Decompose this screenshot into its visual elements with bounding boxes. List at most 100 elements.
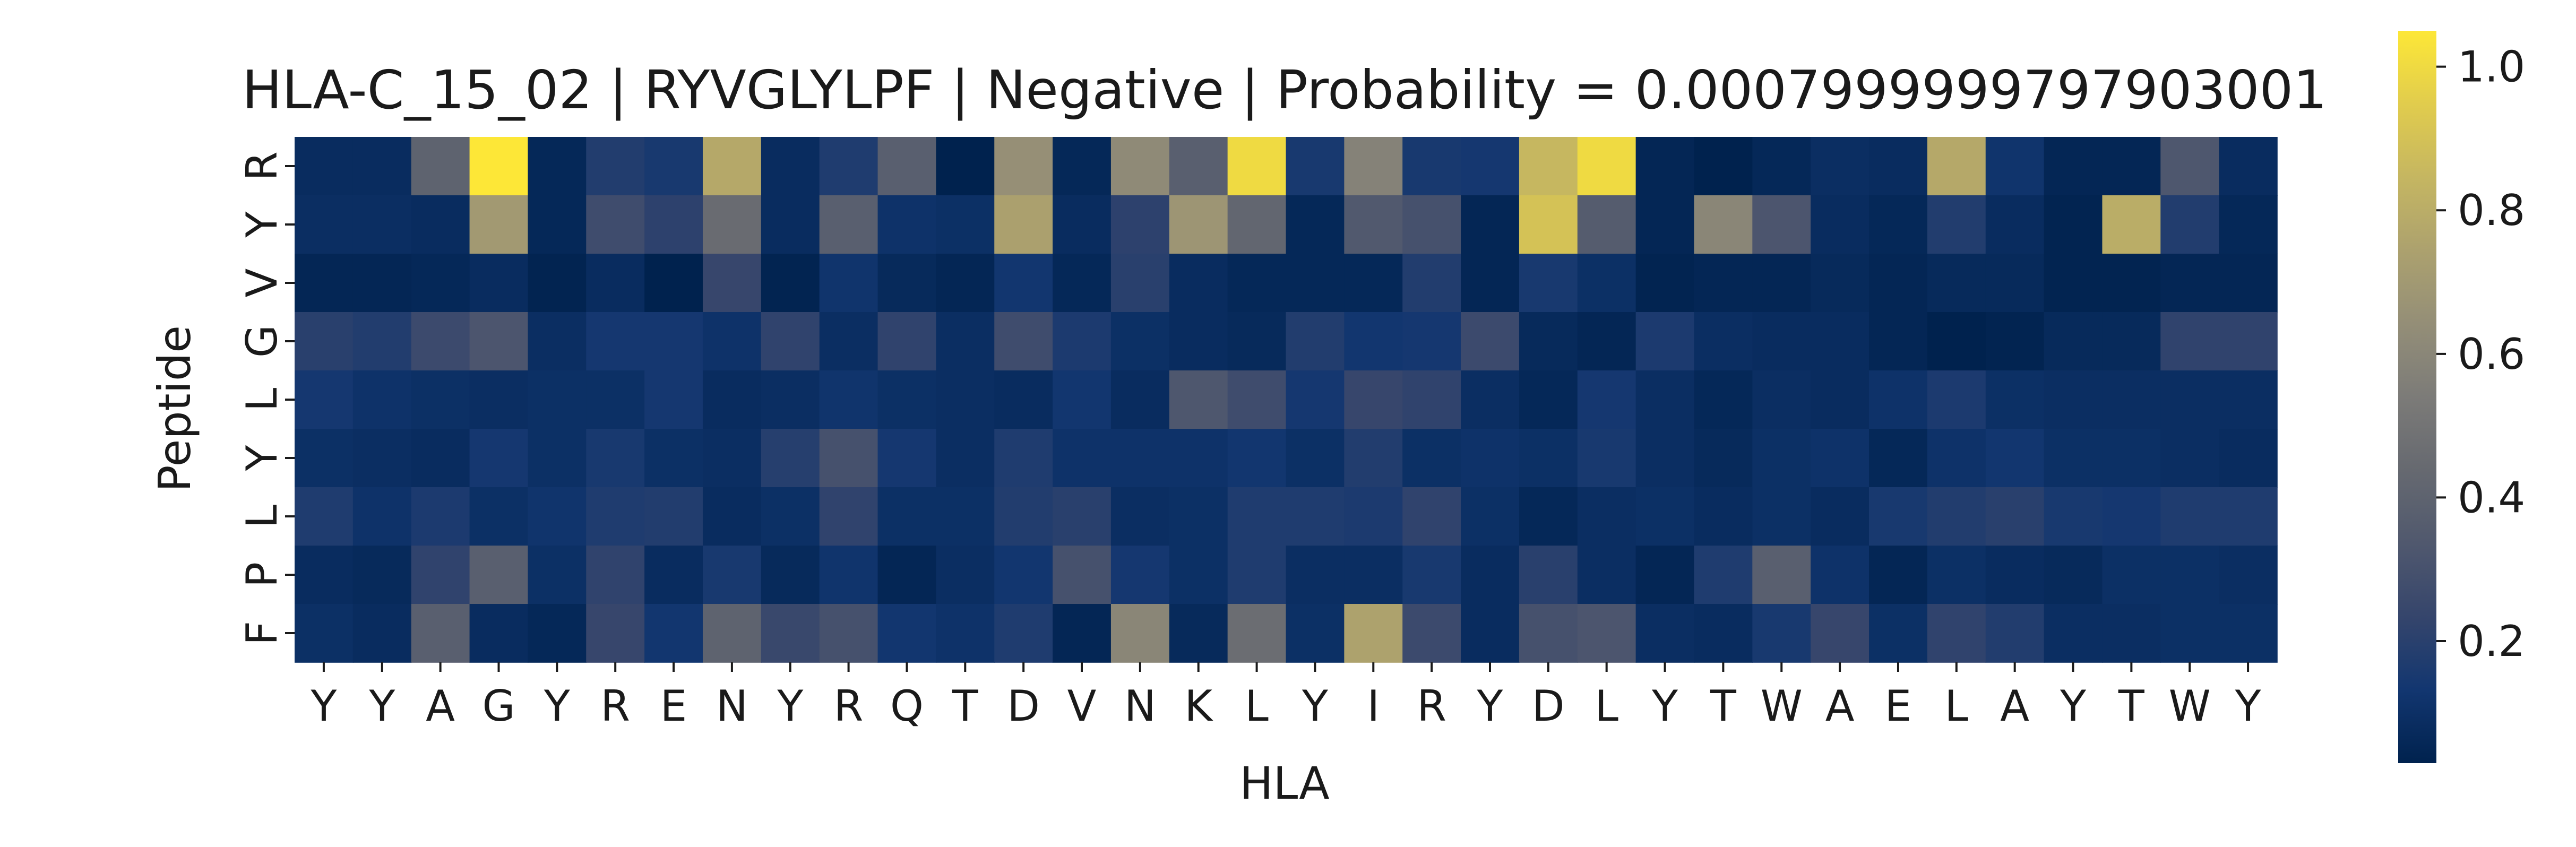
heatmap-cell [1635,429,1695,488]
heatmap-cell [1286,137,1345,196]
heatmap-cell [1811,546,1869,604]
heatmap-cell [994,429,1053,488]
heatmap-cell [1402,254,1461,313]
heatmap-cell [295,195,354,254]
heatmap-cell [1694,546,1753,604]
heatmap-cell [1811,487,1869,546]
x-axis-label: HLA [1239,757,1329,809]
heatmap-cell [1811,137,1869,196]
heatmap-cell [819,487,878,546]
heatmap-cell [936,195,995,254]
heatmap-cell [469,195,529,254]
heatmap-cell [1752,137,1811,196]
heatmap-cell [1694,604,1753,663]
x-tick-label: K [1184,681,1213,731]
heatmap-cell [877,254,937,313]
heatmap-cell [1169,370,1228,429]
heatmap-cell [1053,429,1112,488]
heatmap-cell [819,546,878,604]
x-tick-label: T [2118,681,2145,731]
heatmap-cell [1811,312,1869,371]
heatmap-cell [1985,546,2045,604]
heatmap-cell [1461,487,1520,546]
heatmap-cell [528,546,587,604]
heatmap-cell [1869,370,1928,429]
heatmap-cell [1635,312,1695,371]
heatmap-cell [2102,137,2161,196]
heatmap-cell [586,429,645,488]
heatmap-cell [1169,487,1228,546]
x-tick-label: A [426,681,455,731]
heatmap-cell [1519,487,1578,546]
heatmap-cell [352,429,412,488]
heatmap-cell [1169,604,1228,663]
heatmap-cell [1344,254,1403,313]
heatmap-cell [2044,487,2103,546]
x-tick-label: V [1067,681,1097,731]
heatmap-cell [761,487,820,546]
heatmap-cell [1635,487,1695,546]
heatmap-cell [2160,487,2219,546]
heatmap-cell [1227,312,1287,371]
heatmap-cell [411,546,470,604]
heatmap-cell [1053,370,1112,429]
heatmap-cell [528,312,587,371]
heatmap-cell [1286,312,1345,371]
heatmap-cell [586,195,645,254]
heatmap-cell [936,137,995,196]
heatmap-cell [1286,604,1345,663]
heatmap-cell [1169,429,1228,488]
heatmap-cell [1110,370,1170,429]
y-tick-labels: R Y VG L Y L P F [237,151,295,645]
x-tick-label: T [1710,681,1737,731]
heatmap-cell [1752,254,1811,313]
heatmap-cell [1110,487,1170,546]
heatmap-cell [1519,312,1578,371]
heatmap-cell [1811,195,1869,254]
heatmap-cell [1344,429,1403,488]
heatmap-cell [2219,487,2278,546]
heatmap-cell [528,370,587,429]
x-tick-label: T [952,681,979,731]
heatmap-cell [469,137,529,196]
heatmap-cell [1577,604,1636,663]
heatmap-cell [352,487,412,546]
heatmap-cell [1344,604,1403,663]
y-tick-label: Y [237,211,287,238]
heatmap-cell [2102,312,2161,371]
y-tick-label: F [237,621,287,645]
y-tick-label: L [237,504,287,528]
heatmap-cell [1286,487,1345,546]
heatmap-cell [936,254,995,313]
heatmap-cell [1694,137,1753,196]
heatmap-cell [702,370,762,429]
heatmap-cell [1694,429,1753,488]
heatmap-cell [2219,604,2278,663]
heatmap-cell [1811,370,1869,429]
heatmap-cell [2044,137,2103,196]
heatmap-cell [2219,429,2278,488]
heatmap-cell [411,312,470,371]
heatmap-cell [877,312,937,371]
heatmap-cell [1227,137,1287,196]
chart-title: HLA-C_15_02 | RYVGLYLPF | Negative | Pro… [242,59,2327,121]
x-tick-label: D [1007,681,1040,731]
heatmap-cell [2102,254,2161,313]
heatmap-cell [1519,195,1578,254]
x-tick-label: W [2169,681,2211,731]
heatmap-cell [1053,487,1112,546]
heatmap-cell [702,429,762,488]
heatmap-cell [1694,254,1753,313]
heatmap-cell [761,195,820,254]
heatmap-cell [469,487,529,546]
heatmap-cell [702,137,762,196]
heatmap-cell [702,487,762,546]
heatmap-cell [877,137,937,196]
heatmap-cell [1519,429,1578,488]
x-tick-label: A [1825,681,1855,731]
heatmap-cell [586,312,645,371]
heatmap-cell [352,604,412,663]
heatmap-cell [819,429,878,488]
heatmap-cell [936,604,995,663]
heatmap-cell [1461,254,1520,313]
